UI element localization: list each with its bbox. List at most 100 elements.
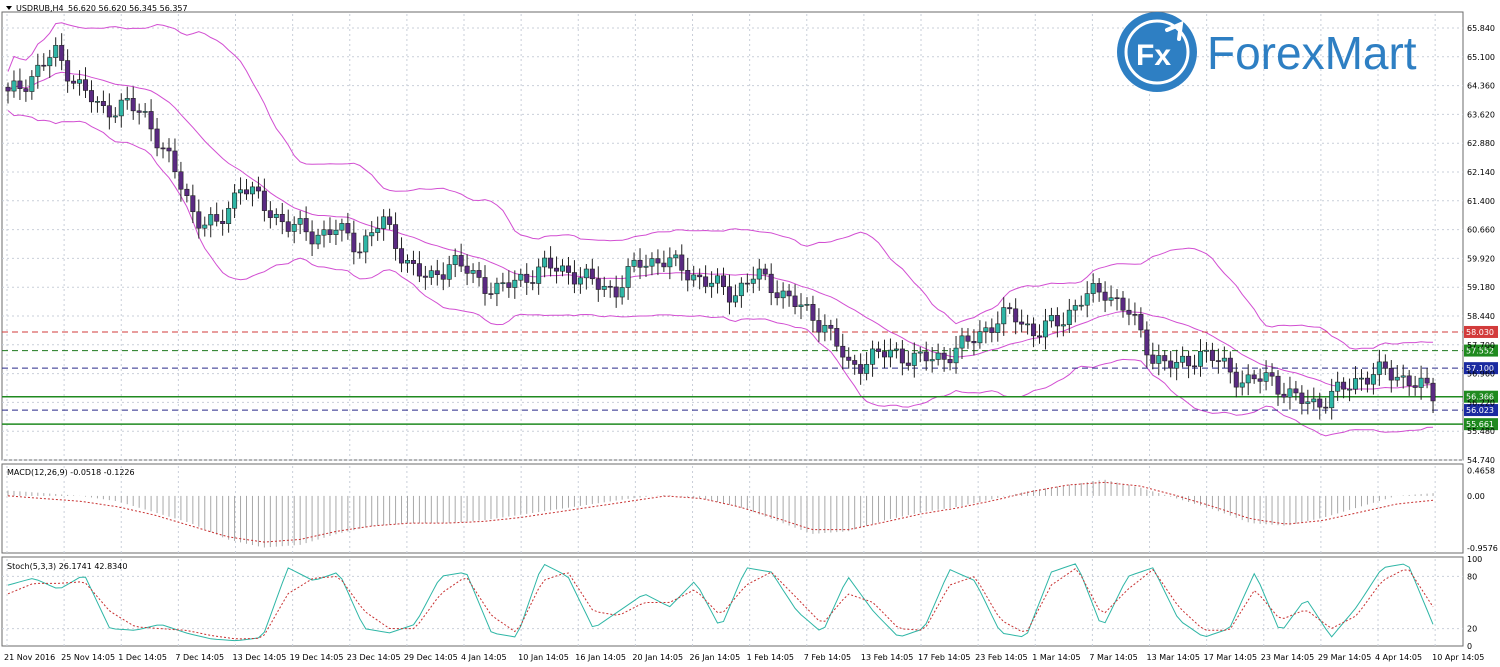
- stoch-tick-label: 20: [1467, 625, 1477, 634]
- candle-body: [577, 277, 583, 285]
- candle-body: [178, 171, 184, 190]
- candle-body: [1227, 357, 1233, 373]
- price-tick-label: 65.840: [1467, 24, 1495, 33]
- candle-body: [1132, 313, 1138, 316]
- candle-body: [899, 348, 905, 364]
- price-tick-label: 61.400: [1467, 197, 1495, 206]
- candle-body: [655, 258, 661, 264]
- candle-body: [148, 111, 154, 130]
- candle-body: [732, 295, 738, 303]
- candle-body: [41, 64, 47, 67]
- candle-body: [279, 213, 285, 223]
- candle-body: [1287, 388, 1293, 398]
- candlesticks: [5, 33, 1436, 420]
- candle-body: [554, 267, 560, 272]
- candle-body: [822, 324, 828, 333]
- candle-body: [1275, 375, 1281, 395]
- candle-body: [595, 278, 601, 290]
- candle-body: [1370, 374, 1376, 385]
- candle-body: [285, 221, 291, 232]
- candle-body: [196, 211, 202, 229]
- time-tick-label: 25 Nov 14:05: [61, 653, 115, 662]
- candle-body: [112, 115, 118, 118]
- candle-body: [106, 105, 112, 118]
- bollinger-upper: [7, 22, 1434, 350]
- collapse-arrow-icon[interactable]: [6, 6, 12, 10]
- stoch-tick-label: 80: [1467, 572, 1477, 581]
- candle-body: [971, 340, 977, 344]
- candle-body: [1126, 309, 1132, 315]
- candle-body: [357, 251, 363, 254]
- candle-body: [393, 224, 399, 249]
- candle-body: [255, 186, 261, 192]
- candle-body: [858, 364, 864, 374]
- candle-body: [518, 273, 524, 281]
- candle-body: [1245, 374, 1251, 384]
- candle-body: [434, 270, 440, 275]
- candle-body: [685, 270, 691, 281]
- price-level-tag: [1464, 344, 1498, 357]
- candle-body: [1162, 355, 1168, 362]
- candle-body: [422, 275, 428, 278]
- candle-body: [1084, 293, 1090, 306]
- candle-body: [29, 76, 35, 92]
- candle-body: [238, 189, 244, 194]
- candle-body: [1090, 283, 1096, 294]
- candle-body: [273, 213, 279, 218]
- candle-body: [387, 216, 393, 225]
- candle-body: [995, 323, 1001, 333]
- chart-header-symbol: USDRUB,H4: [16, 4, 64, 13]
- candle-body: [1418, 377, 1424, 388]
- candle-body: [309, 231, 315, 245]
- candle-body: [828, 324, 834, 329]
- candle-body: [887, 349, 893, 358]
- candle-body: [404, 260, 410, 264]
- candle-body: [1156, 355, 1162, 364]
- candle-body: [1007, 307, 1013, 310]
- candle-body: [1305, 401, 1311, 404]
- price-tick-label: 59.180: [1467, 283, 1495, 292]
- time-tick-label: 29 Dec 14:05: [404, 653, 458, 662]
- macd-tick-label: 0.4658: [1467, 467, 1495, 476]
- candle-body: [1168, 360, 1174, 369]
- candle-body: [1412, 385, 1418, 388]
- candle-body: [220, 220, 226, 224]
- time-tick-label: 7 Dec 14:05: [175, 653, 224, 662]
- time-tick-label: 13 Mar 14:05: [1147, 653, 1200, 662]
- candle-body: [464, 265, 470, 274]
- candle-body: [709, 282, 715, 287]
- candle-body: [864, 364, 870, 374]
- time-tick-label: 23 Mar 14:05: [1261, 653, 1314, 662]
- time-tick-label: 16 Jan 14:05: [575, 653, 626, 662]
- candle-body: [1203, 349, 1209, 352]
- candle-body: [893, 348, 899, 351]
- candle-body: [631, 259, 637, 267]
- candle-body: [1114, 297, 1120, 300]
- candle-body: [1180, 355, 1186, 363]
- candle-body: [1102, 291, 1108, 301]
- candle-body: [607, 285, 613, 288]
- candle-body: [1001, 307, 1007, 325]
- candle-body: [917, 351, 923, 354]
- time-tick-label: 20 Jan 14:05: [632, 653, 683, 662]
- candle-body: [536, 266, 542, 284]
- candle-body: [440, 274, 446, 280]
- brand-name: ForexMart: [1207, 27, 1417, 79]
- price-level-tag: [1464, 390, 1498, 403]
- candle-body: [267, 210, 273, 218]
- candle-body: [667, 257, 673, 268]
- candle-body: [1424, 377, 1430, 384]
- candle-body: [810, 303, 816, 321]
- candle-body: [47, 57, 53, 67]
- price-tick-label: 58.440: [1467, 312, 1495, 321]
- candle-body: [1388, 367, 1394, 381]
- candle-body: [1096, 283, 1102, 293]
- candle-body: [1293, 388, 1299, 394]
- candle-body: [619, 287, 625, 298]
- candle-body: [881, 351, 887, 358]
- candle-body: [470, 270, 476, 274]
- candle-body: [911, 352, 917, 366]
- macd-signal-line: [7, 481, 1434, 543]
- candle-body: [249, 186, 255, 195]
- forexmart-logo: Fx ForexMart: [1115, 10, 1455, 95]
